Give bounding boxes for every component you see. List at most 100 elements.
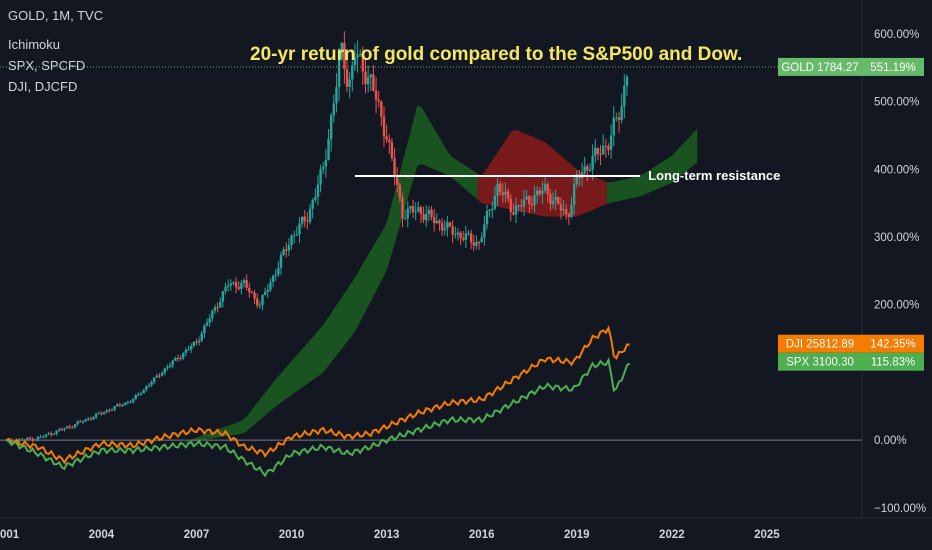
candle-body bbox=[398, 184, 402, 198]
x-axis[interactable]: 2001 2004 2007 2010 2013 2016 2019 2022 2025 bbox=[0, 529, 780, 541]
candle-body bbox=[145, 386, 148, 390]
candle-body bbox=[517, 205, 520, 207]
gold-candle bbox=[496, 178, 499, 207]
gold-candle bbox=[216, 302, 219, 313]
badge-value-text: 142.35% bbox=[870, 339, 915, 351]
candle-body bbox=[65, 426, 69, 429]
gold-candle bbox=[594, 139, 597, 164]
candle-body bbox=[57, 429, 61, 431]
candle-body bbox=[89, 418, 93, 420]
gold-candle bbox=[208, 313, 211, 327]
compare-legend-spx[interactable]: SPX, SPCFD bbox=[8, 58, 86, 73]
candle-body bbox=[469, 233, 473, 243]
gold-candle bbox=[525, 189, 528, 201]
candle-body bbox=[31, 438, 34, 441]
gold-candle bbox=[459, 230, 462, 245]
candle-body bbox=[216, 307, 219, 309]
compare-legend-dji[interactable]: DJI, DJCFD bbox=[8, 79, 78, 94]
y-axis[interactable]: 600.00% 500.00% 400.00% 300.00% 200.00% 0.00%… bbox=[874, 29, 926, 515]
candle-body bbox=[422, 214, 425, 220]
gold-candle bbox=[543, 175, 547, 194]
symbol-legend[interactable]: GOLD, 1M, TVC bbox=[8, 8, 104, 23]
candle-body bbox=[562, 209, 565, 211]
candle-body bbox=[335, 87, 338, 104]
candle-body bbox=[292, 235, 296, 237]
candle-body bbox=[208, 318, 211, 323]
indicator-legend[interactable]: Ichimoku bbox=[8, 37, 61, 52]
candle-body bbox=[39, 436, 42, 438]
candle-body bbox=[102, 412, 106, 414]
candle-body bbox=[113, 406, 116, 410]
gold-candle bbox=[171, 359, 174, 369]
gold-candle bbox=[290, 233, 293, 250]
gold-candle bbox=[607, 143, 610, 156]
badge-value-text: 551.19% bbox=[870, 62, 915, 74]
candle-body bbox=[150, 381, 153, 386]
candle-body bbox=[340, 42, 343, 59]
candle-body bbox=[625, 76, 629, 86]
gold-candle bbox=[131, 398, 135, 404]
candle-body bbox=[409, 206, 412, 209]
candle-body bbox=[282, 249, 285, 255]
gold-candle bbox=[446, 215, 449, 237]
gold-candle bbox=[432, 209, 436, 232]
dji-line bbox=[5, 325, 630, 465]
candle-body bbox=[190, 345, 193, 350]
x-tick-label: 2004 bbox=[89, 529, 115, 541]
candle-body bbox=[617, 117, 621, 120]
candle-body bbox=[63, 428, 66, 430]
candle-body bbox=[327, 139, 330, 160]
candle-body bbox=[504, 191, 507, 195]
gold-candle bbox=[488, 209, 491, 218]
candle-body bbox=[105, 410, 108, 413]
gold-candle bbox=[253, 289, 256, 304]
annotations: Long-term resistance bbox=[354, 168, 780, 183]
gold-candle bbox=[18, 437, 21, 443]
candle-body bbox=[47, 433, 50, 435]
candle-body bbox=[256, 298, 259, 306]
candle-body bbox=[126, 402, 130, 404]
candle-body bbox=[97, 413, 100, 415]
gold-candle bbox=[353, 43, 357, 71]
candle-body bbox=[451, 226, 454, 235]
gold-candle bbox=[417, 201, 420, 213]
candle-body bbox=[224, 286, 227, 292]
candle-body bbox=[15, 440, 19, 444]
candle-body bbox=[506, 191, 510, 199]
gold-candle bbox=[234, 277, 238, 294]
candle-body bbox=[366, 77, 370, 85]
candle-body bbox=[570, 204, 573, 217]
candle-body bbox=[401, 197, 404, 219]
badge-name-text: SPX 3100.30 bbox=[786, 357, 854, 369]
y-tick-label: 600.00% bbox=[874, 29, 919, 41]
candle-body bbox=[279, 254, 283, 268]
gold-candle bbox=[219, 297, 222, 308]
candle-body bbox=[359, 53, 362, 55]
candle-body bbox=[432, 217, 436, 224]
gold-candle bbox=[366, 65, 370, 93]
gold-candle bbox=[87, 416, 90, 421]
candle-body bbox=[456, 232, 460, 235]
candle-body bbox=[528, 196, 531, 204]
gold-candle bbox=[485, 204, 489, 230]
gold-candle bbox=[123, 402, 127, 406]
candle-body bbox=[501, 192, 505, 195]
candle-body bbox=[485, 211, 489, 225]
y-tick-label: 500.00% bbox=[874, 97, 919, 109]
candle-body bbox=[594, 147, 597, 156]
candle-body bbox=[213, 307, 217, 311]
candle-body bbox=[129, 401, 132, 403]
gold-candle bbox=[287, 238, 291, 256]
gold-candle bbox=[419, 205, 423, 224]
candle-body bbox=[427, 209, 431, 214]
gold-price-badge: GOLD 1784.27 551.19% bbox=[778, 57, 924, 76]
gold-candle bbox=[282, 246, 285, 257]
badge-name-text: DJI 25812.89 bbox=[786, 339, 854, 351]
candle-body bbox=[475, 242, 478, 246]
candle-body bbox=[81, 421, 85, 423]
candle-body bbox=[110, 409, 114, 411]
candle-body bbox=[76, 421, 79, 425]
candle-body bbox=[68, 426, 71, 428]
gold-candle bbox=[530, 196, 534, 210]
